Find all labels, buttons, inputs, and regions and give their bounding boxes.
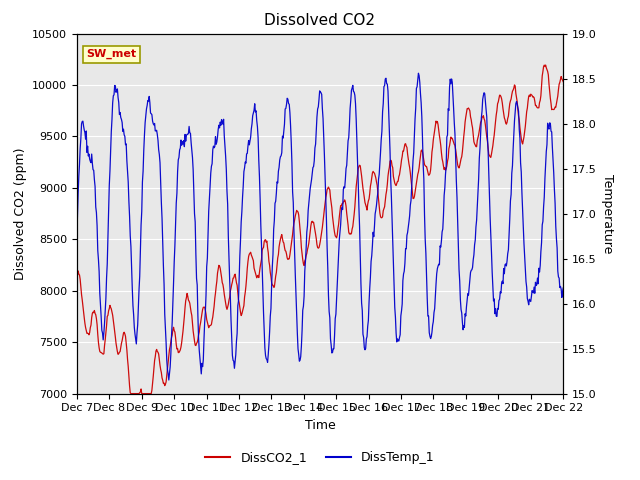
Text: SW_met: SW_met — [86, 49, 137, 59]
Y-axis label: Dissolved CO2 (ppm): Dissolved CO2 (ppm) — [13, 147, 26, 280]
X-axis label: Time: Time — [305, 419, 335, 432]
Legend: DissCO2_1, DissTemp_1: DissCO2_1, DissTemp_1 — [200, 446, 440, 469]
Title: Dissolved CO2: Dissolved CO2 — [264, 13, 376, 28]
Y-axis label: Temperature: Temperature — [601, 174, 614, 253]
